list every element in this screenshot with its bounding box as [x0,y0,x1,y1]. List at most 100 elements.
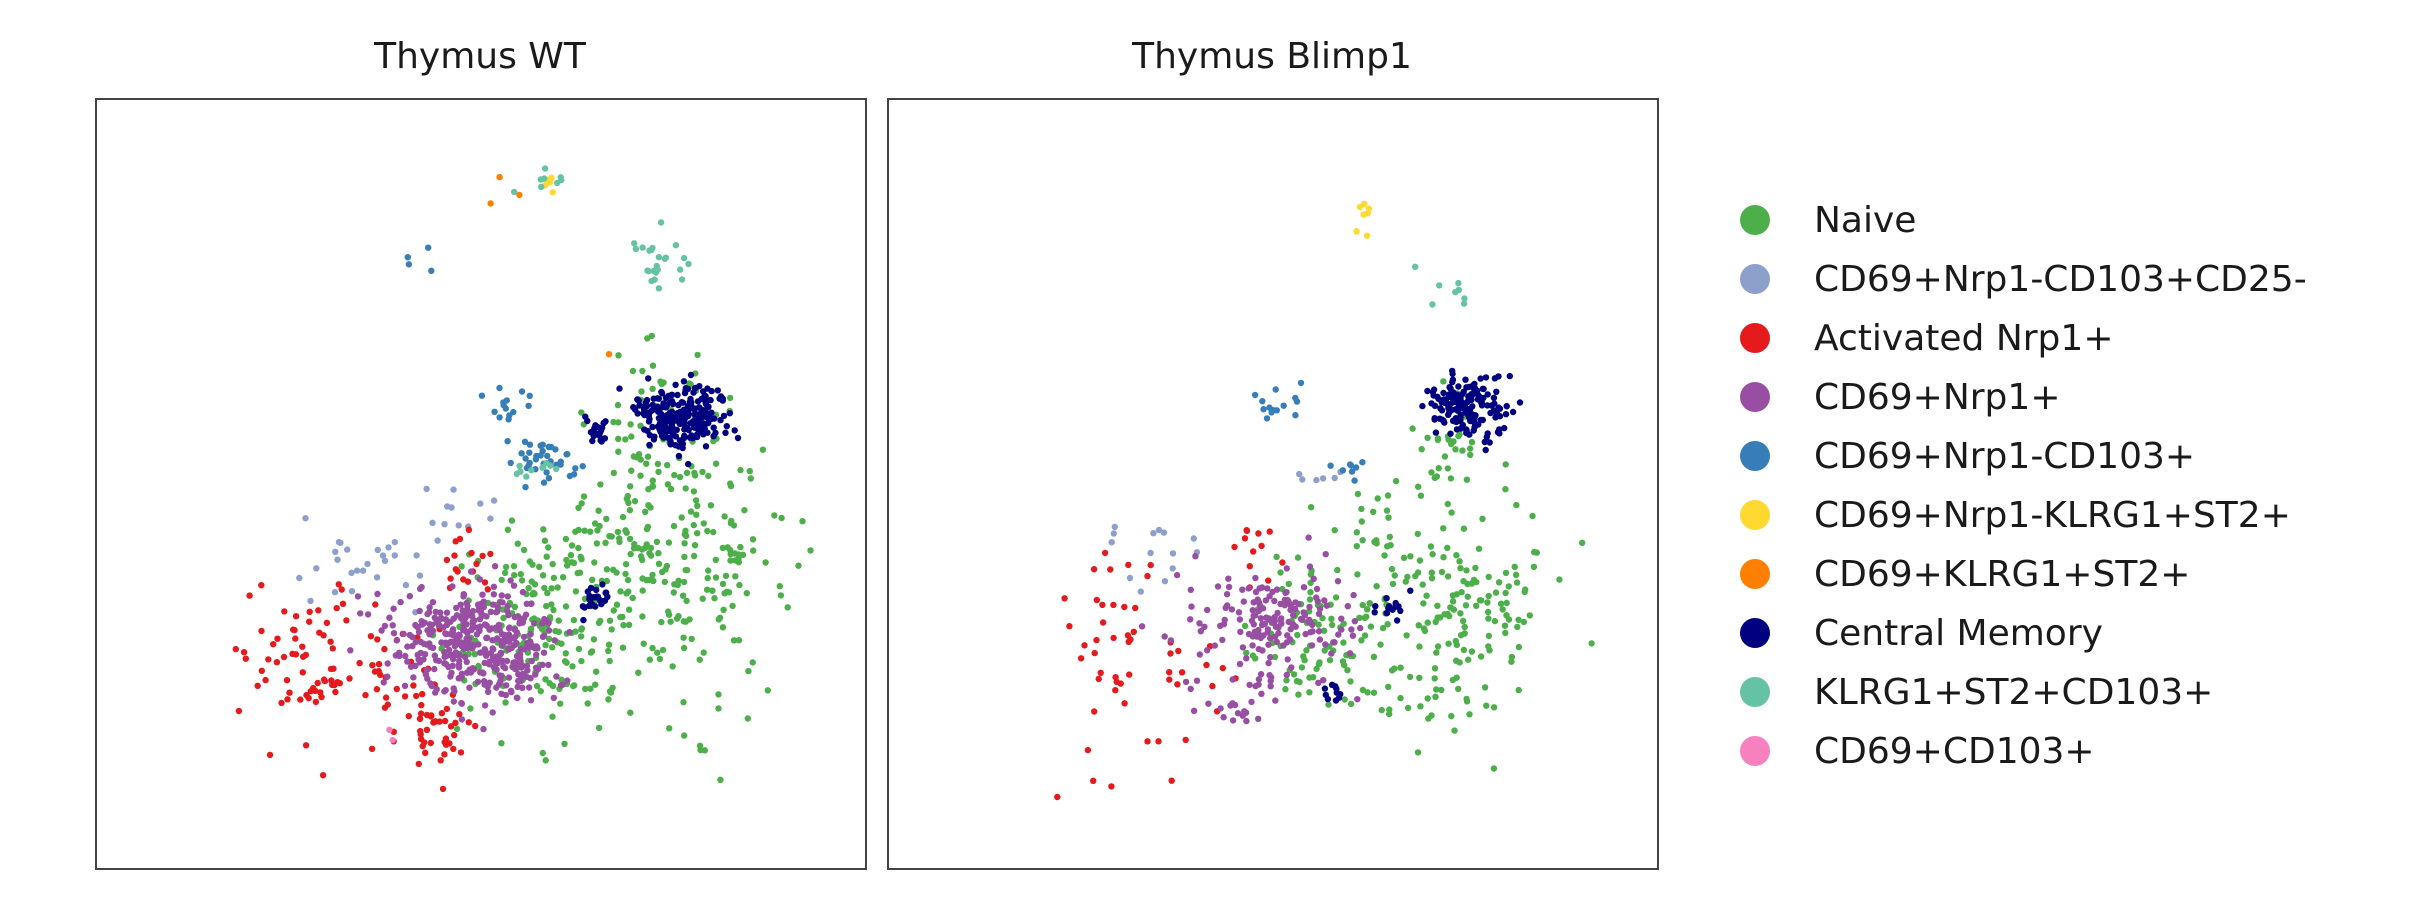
data-point [521,438,529,445]
data-point [1467,445,1474,452]
data-point [1283,677,1290,684]
data-point [1463,476,1471,483]
data-point [1251,391,1259,399]
data-point [570,559,578,567]
data-point [1497,600,1505,607]
data-point [1420,600,1427,607]
data-point [1428,400,1435,407]
data-point [420,640,428,647]
data-point [456,711,463,718]
data-point [1091,708,1098,715]
data-point [1101,549,1109,557]
data-point [1217,705,1224,712]
data-point [1400,554,1408,561]
data-point [631,240,638,247]
data-point [538,625,546,633]
data-point [688,635,695,643]
data-point [541,165,549,172]
data-point [671,471,678,479]
data-point [727,557,734,564]
data-point [1077,655,1085,662]
data-point [1556,576,1563,583]
data-point [645,375,652,382]
data-point [654,649,661,656]
data-point [1187,616,1194,623]
data-point [1217,622,1224,629]
data-point [477,500,484,507]
data-point [447,723,455,730]
data-point [680,254,688,262]
data-point [1278,620,1285,627]
data-point [666,725,673,732]
data-point [1520,618,1528,626]
data-point [448,651,455,659]
data-point [685,460,692,468]
data-point [1481,684,1489,691]
data-point [1239,586,1246,593]
data-point [1188,603,1195,610]
data-point [1259,620,1266,628]
series-KLRG1+ST2+CD103+ [1412,263,1468,308]
data-point [452,719,459,726]
data-point [638,388,645,395]
data-point [1090,777,1097,784]
data-point [511,572,518,579]
data-point [1309,628,1316,635]
data-point [458,716,466,723]
data-point [1505,583,1512,590]
data-point [329,645,336,652]
data-point [1436,415,1443,422]
data-point [434,537,441,544]
data-point [404,643,411,650]
data-point [1502,629,1509,637]
data-point [505,625,513,632]
data-point [428,267,435,274]
data-point [1482,374,1490,381]
data-point [1492,589,1500,596]
data-point [292,635,299,642]
data-point [531,615,538,622]
data-point [629,594,636,602]
data-point [283,677,291,684]
data-point [575,645,583,653]
data-point [405,712,412,720]
data-point [681,540,688,547]
data-point [678,276,686,283]
data-point [1444,573,1452,580]
data-point [1473,578,1480,586]
data-point [450,698,457,705]
data-point [419,690,426,698]
data-point [1452,637,1459,645]
data-point [549,189,556,196]
legend-swatch [1740,559,1770,589]
legend-label: Naive [1814,199,1917,241]
data-point [540,526,547,533]
data-point [274,635,281,642]
data-point [1219,664,1226,672]
data-point [391,538,398,546]
data-point [389,736,396,744]
data-point [610,418,617,426]
data-point [542,757,549,764]
data-point [1274,609,1281,617]
data-point [1353,228,1360,235]
data-point [1315,628,1323,635]
panel-title-blimp1: Thymus Blimp1 [1132,36,1412,77]
data-point [511,188,518,196]
data-point [1436,614,1444,621]
data-point [629,367,637,375]
data-point [302,742,310,749]
data-point [727,480,734,487]
data-point [1248,698,1255,706]
data-point [627,421,634,428]
data-point [1265,641,1272,648]
data-point [496,672,503,679]
data-point [487,200,494,207]
data-point [413,692,420,700]
data-point [353,567,361,574]
data-point [390,630,398,637]
data-point [525,584,532,592]
data-point [522,483,529,491]
data-point [302,651,310,659]
data-point [674,391,681,399]
